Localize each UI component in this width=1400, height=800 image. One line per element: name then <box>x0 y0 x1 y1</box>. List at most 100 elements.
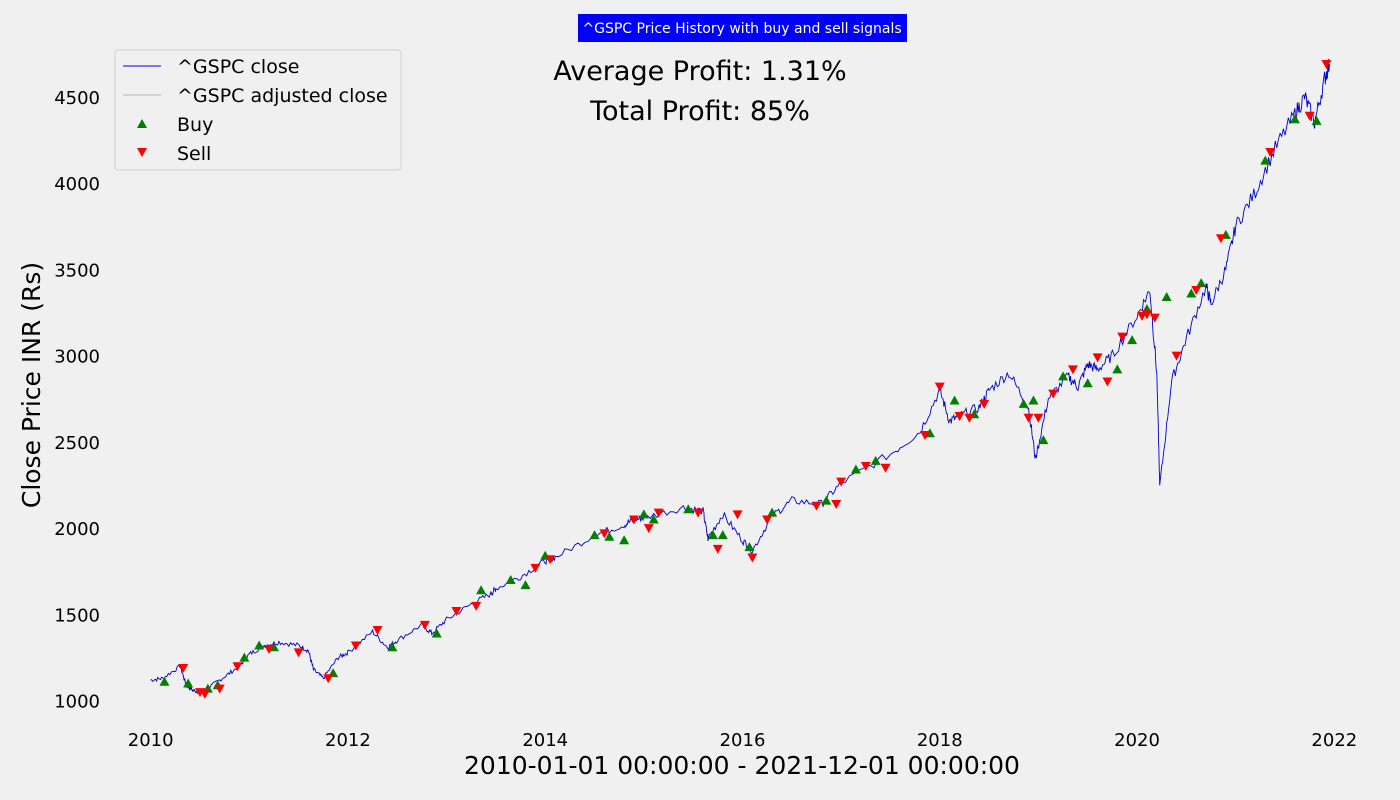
legend-box <box>114 49 402 171</box>
sell-marker <box>653 508 664 518</box>
sell-marker <box>599 529 610 539</box>
y-tick-label: 3000 <box>54 347 100 368</box>
x-tick-label: 2020 <box>1114 730 1160 751</box>
sell-marker <box>732 510 743 520</box>
buy-marker <box>387 642 398 652</box>
buy-marker <box>431 628 442 638</box>
buy-marker <box>604 531 615 541</box>
x-tick-label: 2016 <box>720 730 766 751</box>
sell-marker <box>323 674 334 684</box>
buy-marker <box>1196 278 1207 288</box>
total-profit-annotation: Total Profit: 85% <box>589 96 810 127</box>
x-axis-ticks: 2010 2012 2014 2016 2018 2020 2022 <box>128 730 1357 751</box>
sell-marker <box>214 684 225 694</box>
buy-marker <box>1058 371 1069 381</box>
buy-marker <box>1127 335 1138 345</box>
chart-title-background <box>578 14 907 42</box>
buy-marker <box>1311 115 1322 125</box>
sell-marker <box>530 563 541 573</box>
legend-buy-swatch <box>137 119 147 128</box>
sell-marker <box>1149 313 1160 323</box>
buy-marker <box>850 464 861 474</box>
buy-marker <box>707 530 718 540</box>
x-tick-label: 2010 <box>128 730 174 751</box>
sell-marker <box>1141 310 1152 320</box>
sell-marker <box>350 641 361 651</box>
buy-marker <box>638 509 649 519</box>
average-profit-annotation: Average Profit: 1.31% <box>553 56 846 87</box>
sell-marker <box>954 412 965 422</box>
sell-marker <box>1304 111 1315 121</box>
buy-marker <box>476 585 487 595</box>
buy-marker <box>683 504 694 514</box>
sell-marker <box>1321 59 1332 69</box>
y-tick-label: 1000 <box>54 692 100 713</box>
buy-marker <box>183 678 194 688</box>
legend-sell-label: Sell <box>177 143 211 165</box>
sell-marker <box>1265 147 1276 157</box>
series-close-line <box>150 58 1330 695</box>
buy-marker <box>589 530 600 540</box>
sell-marker <box>293 648 304 658</box>
sell-marker <box>178 663 189 673</box>
buy-marker <box>648 514 659 524</box>
sell-marker <box>1117 332 1128 342</box>
legend-adjusted-label: ^GSPC adjusted close <box>177 85 388 107</box>
buy-marker <box>1289 114 1300 124</box>
legend-buy-label: Buy <box>177 114 213 136</box>
buy-marker <box>1018 398 1029 408</box>
buy-marker <box>254 640 265 650</box>
buy-marker <box>767 507 778 517</box>
x-tick-label: 2022 <box>1311 730 1357 751</box>
legend: ^GSPC close ^GSPC adjusted close Buy Sel… <box>114 49 402 171</box>
sell-marker <box>934 382 945 392</box>
x-tick-label: 2012 <box>325 730 371 751</box>
sell-marker <box>1033 413 1044 423</box>
x-axis-label: 2010-01-01 00:00:00 - 2021-12-01 00:00:0… <box>464 751 1020 780</box>
sell-marker <box>1023 413 1034 423</box>
buy-marker <box>1260 155 1271 165</box>
buy-marker <box>159 676 170 686</box>
sell-marker <box>232 662 243 672</box>
buy-marker <box>949 395 960 405</box>
sell-marker <box>693 508 704 518</box>
sell-marker <box>1048 389 1059 399</box>
sell-marker <box>1191 286 1202 296</box>
x-tick-label: 2018 <box>917 730 963 751</box>
legend-close-label: ^GSPC close <box>177 56 299 78</box>
buy-marker <box>717 530 728 540</box>
buy-marker <box>821 495 832 505</box>
buy-marker <box>1028 395 1039 405</box>
sell-marker <box>1067 365 1078 375</box>
sell-marker <box>1215 234 1226 244</box>
buy-marker <box>505 574 516 584</box>
buy-marker <box>870 455 881 465</box>
sell-marker <box>811 501 822 511</box>
plot-area <box>150 58 1332 699</box>
y-tick-label: 4000 <box>54 174 100 195</box>
buy-marker <box>1038 435 1049 445</box>
buy-marker <box>744 542 755 552</box>
sell-marker <box>199 689 210 699</box>
buy-marker <box>239 652 250 662</box>
chart-title: ^GSPC Price History with buy and sell si… <box>582 21 901 37</box>
sell-marker <box>747 553 758 563</box>
sell-marker <box>264 644 275 654</box>
chart-title-box: ^GSPC Price History with buy and sell si… <box>578 14 907 42</box>
buy-marker <box>1186 288 1197 298</box>
sell-marker <box>471 601 482 611</box>
y-tick-label: 2500 <box>54 433 100 454</box>
buy-marker <box>520 580 531 590</box>
sell-marker <box>880 463 891 473</box>
sell-marker <box>762 515 773 525</box>
buy-marker <box>1082 378 1093 388</box>
y-tick-label: 1500 <box>54 605 100 626</box>
sell-marker <box>919 430 930 440</box>
sell-marker <box>1171 351 1182 361</box>
sell-marker <box>1092 353 1103 363</box>
y-axis-ticks: 1000 1500 2000 2500 3000 3500 4000 4500 <box>54 88 100 713</box>
y-tick-label: 3500 <box>54 260 100 281</box>
y-tick-label: 4500 <box>54 88 100 109</box>
buy-marker <box>619 535 630 545</box>
sell-marker <box>451 607 462 617</box>
